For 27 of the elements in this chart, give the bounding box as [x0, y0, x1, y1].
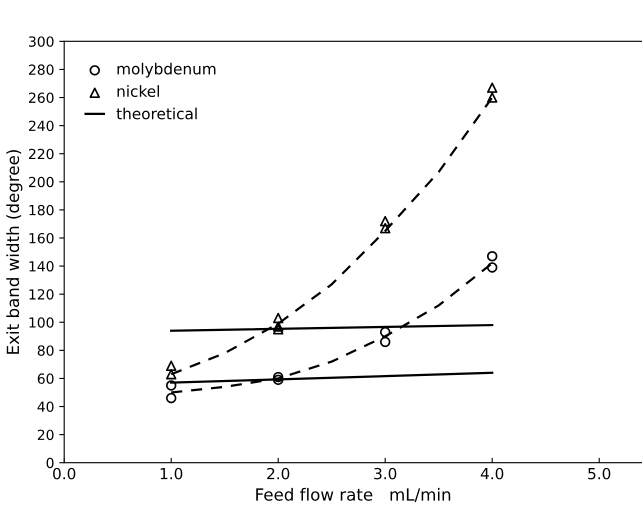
y-tick-label: 260 [28, 92, 54, 104]
y-tick-label: 120 [29, 289, 54, 300]
x-tick-label: 1.0 [160, 468, 182, 480]
y-tick-label: 0 [46, 458, 54, 468]
y-tick-label: 300 [29, 36, 54, 47]
x-tick-label: 2.0 [267, 468, 290, 480]
y-axis-title: Exit band width (degree) [6, 150, 22, 354]
y-tick-label: 160 [29, 232, 54, 244]
y-tick-label: 180 [29, 204, 54, 216]
x-tick-label: 4.0 [480, 468, 504, 480]
legend-label: theoretical [116, 108, 197, 120]
legend-label: molybdenum [118, 62, 216, 78]
y-tick-label: 200 [28, 176, 54, 188]
y-tick-label: 60 [38, 373, 54, 384]
legend-label: nickel [118, 85, 159, 97]
x-tick-label: 5.0 [588, 468, 610, 480]
y-tick-label: 280 [28, 64, 54, 75]
y-tick-label: 20 [38, 430, 54, 440]
y-tick-label: 140 [29, 261, 54, 272]
y-tick-label: 80 [38, 345, 54, 356]
x-axis-title: Feed flow rate mL/min [256, 488, 450, 502]
y-tick-label: 40 [37, 402, 54, 412]
y-tick-label: 100 [29, 317, 54, 328]
x-tick-label: 3.0 [374, 468, 396, 480]
y-tick-label: 240 [28, 120, 54, 132]
y-tick-label: 220 [28, 148, 54, 160]
x-tick-label: 0.0 [53, 468, 76, 480]
